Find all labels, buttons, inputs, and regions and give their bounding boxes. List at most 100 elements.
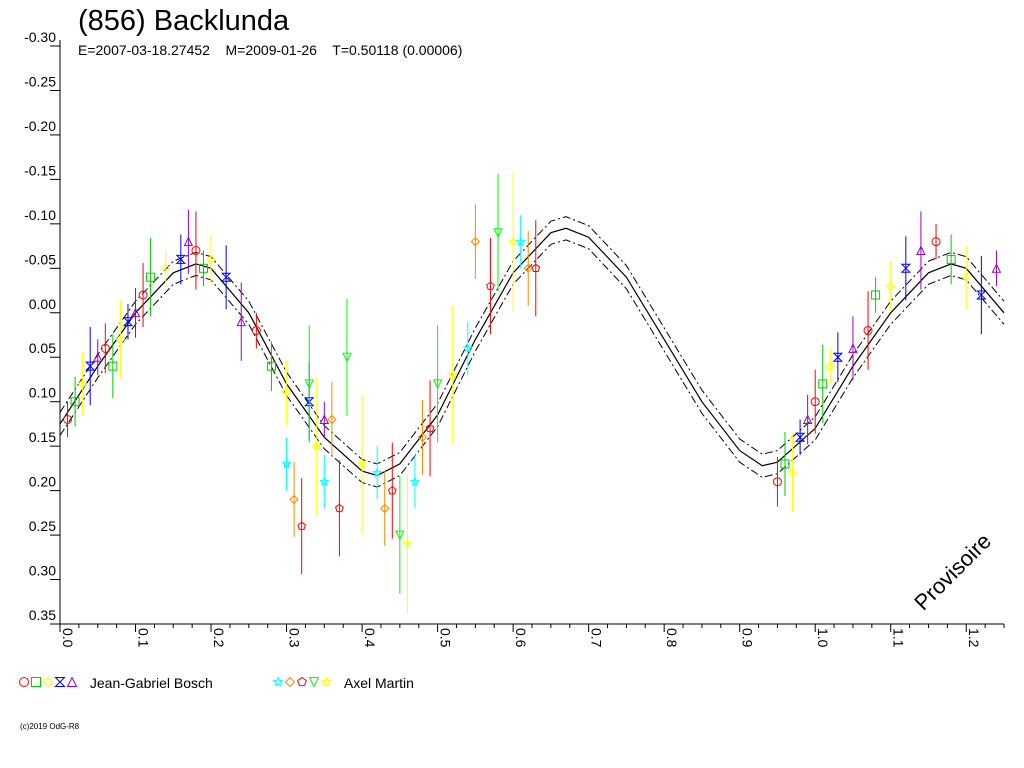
data-point	[886, 281, 896, 291]
data-point	[470, 236, 481, 247]
legend-symbol	[308, 676, 320, 688]
data-point	[251, 326, 261, 336]
data-point	[780, 459, 790, 469]
legend-label: Jean-Gabriel Bosch	[89, 675, 213, 692]
data-point	[976, 290, 987, 300]
legend-symbol	[54, 676, 66, 687]
data-point	[108, 361, 118, 371]
data-point	[138, 290, 148, 300]
data-point	[531, 263, 541, 272]
legend-group-bosch: Jean-Gabriel Bosch	[18, 674, 213, 692]
legend-symbol	[19, 676, 29, 687]
data-point	[85, 361, 96, 371]
legend-group-martin: Axel Martin	[272, 674, 414, 692]
data-point	[871, 290, 881, 300]
data-point	[146, 272, 156, 282]
data-point	[335, 503, 344, 513]
data-point	[281, 458, 292, 469]
data-point	[863, 326, 873, 336]
x-tick-label: 0.2	[211, 628, 227, 648]
data-point	[319, 414, 330, 424]
watermark-provisoire: Provisoire	[909, 528, 996, 615]
y-tick-label: 0.25	[29, 518, 56, 534]
x-tick-label: 0.6	[513, 628, 529, 648]
x-tick-label: 1.2	[966, 628, 982, 648]
data-point	[297, 521, 307, 530]
x-tick-label: 0.3	[287, 628, 303, 648]
data-point	[63, 414, 73, 424]
data-point	[832, 352, 844, 362]
data-point	[130, 307, 141, 318]
y-tick-label: -0.05	[24, 251, 56, 267]
data-point	[70, 397, 80, 407]
data-point	[395, 530, 405, 541]
data-point	[432, 379, 443, 390]
data-point	[417, 432, 428, 442]
y-tick-label: 0.00	[29, 296, 56, 312]
data-point	[304, 379, 315, 390]
data-point	[486, 281, 495, 290]
data-point	[508, 236, 519, 246]
chart-subtitle: E=2007-03-18.27452 M=2009-01-26 T=0.5011…	[78, 42, 463, 58]
data-point	[848, 343, 858, 353]
data-point	[183, 236, 194, 247]
data-point	[380, 503, 390, 514]
y-tick-label: -0.10	[24, 207, 56, 223]
data-point	[493, 228, 503, 238]
y-tick-label: -0.15	[24, 162, 56, 178]
data-point	[357, 458, 368, 469]
data-point	[115, 334, 126, 345]
x-tick-label: 0.7	[589, 628, 605, 648]
data-point	[447, 369, 458, 380]
data-point	[220, 272, 232, 282]
data-point	[916, 245, 926, 256]
data-point	[236, 316, 247, 327]
x-tick-label: 0.5	[438, 628, 454, 648]
x-tick-label: 0.8	[664, 628, 680, 648]
data-point	[425, 423, 435, 433]
data-point	[772, 477, 782, 487]
data-point	[825, 361, 836, 371]
legend-symbol	[31, 676, 41, 687]
data-points	[63, 172, 1002, 614]
data-point	[175, 254, 187, 264]
data-point	[327, 414, 337, 425]
y-tick-label: -0.30	[24, 29, 56, 45]
axes: -0.30 -0.25 -0.20 -0.15 -0.10 -0.05 0.00 0.05 0.…	[24, 29, 1005, 648]
data-point	[92, 352, 103, 362]
model-envelope-lower	[59, 239, 1005, 488]
y-tick-label: 0.10	[29, 385, 56, 401]
data-point	[191, 246, 201, 256]
data-point	[319, 476, 330, 487]
model-curves	[59, 216, 1005, 488]
data-point	[794, 432, 806, 442]
data-point	[946, 254, 956, 264]
y-tick-label: 0.30	[29, 563, 56, 579]
data-point	[342, 352, 352, 363]
data-point	[372, 467, 383, 478]
copyright-text: (c)2019 OdG-R8	[20, 722, 80, 731]
data-point	[900, 263, 912, 273]
data-point	[810, 397, 820, 407]
data-point	[77, 379, 88, 389]
legend-symbol-row	[272, 675, 332, 688]
legend-symbols	[18, 675, 80, 692]
y-tick-label: -0.20	[24, 118, 56, 134]
data-point	[931, 237, 941, 247]
data-point	[289, 494, 299, 505]
legend-symbol	[42, 676, 54, 688]
data-point	[523, 263, 533, 274]
data-point	[266, 361, 276, 371]
data-point	[311, 440, 322, 451]
x-tick-label: 1.1	[891, 628, 907, 648]
y-tick-label: 0.35	[29, 607, 56, 623]
y-tick-label: 0.05	[29, 340, 56, 356]
data-point	[281, 388, 292, 398]
legend-symbol	[272, 675, 284, 687]
legend-symbol	[284, 676, 296, 688]
x-tick-label: 1.0	[815, 628, 831, 648]
y-tick-label: -0.25	[24, 73, 56, 89]
data-point	[402, 538, 413, 549]
chart-title: (856) Backlunda	[78, 5, 290, 37]
